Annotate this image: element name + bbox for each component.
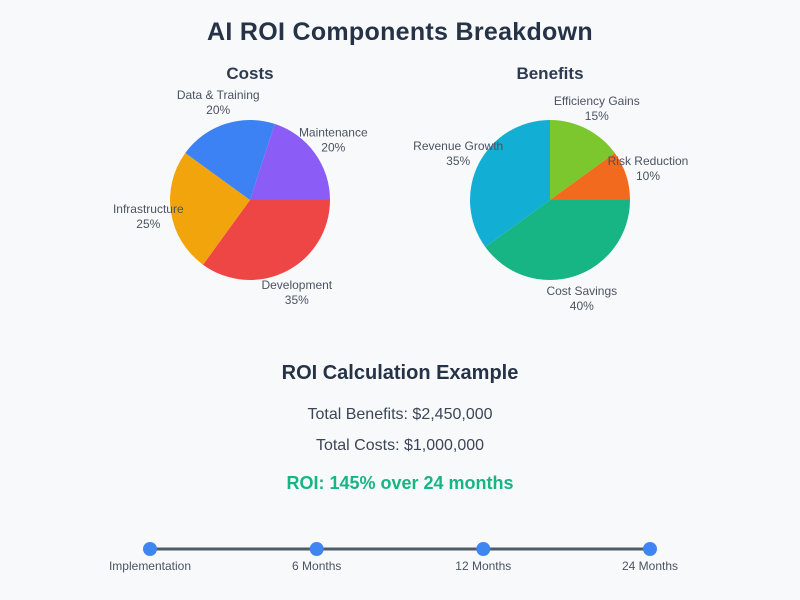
- pie-value-efficiency-gains: 15%: [585, 109, 609, 123]
- pie-value-cost-savings: 40%: [570, 299, 594, 313]
- pie-label-revenue-growth: Revenue Growth: [413, 139, 503, 153]
- timeline-dot-12-months: [476, 542, 491, 556]
- pie-label-cost-savings: Cost Savings: [546, 284, 617, 298]
- benefits-pie-title: Benefits: [516, 64, 584, 83]
- pie-value-infrastructure: 25%: [136, 217, 160, 231]
- pie-value-risk-reduction: 10%: [636, 169, 660, 183]
- pie-slice-development: [202, 200, 330, 280]
- pie-label-maintenance: Maintenance: [299, 126, 368, 140]
- pie-slice-revenue-growth: [470, 120, 550, 248]
- pie-label-data-training: Data & Training: [177, 88, 260, 102]
- pie-slice-maintenance: [250, 123, 330, 200]
- pie-slice-data-training: [185, 120, 275, 200]
- pie-label-development: Development: [261, 278, 332, 292]
- pie-value-data-training: 20%: [206, 103, 230, 117]
- timeline-label-6-months: 6 Months: [292, 559, 341, 573]
- pie-value-development: 35%: [285, 293, 309, 307]
- total-benefits-text: Total Benefits: $2,450,000: [307, 406, 493, 423]
- page-title: AI ROI Components Breakdown: [207, 18, 593, 46]
- total-costs-text: Total Costs: $1,000,000: [315, 437, 485, 454]
- pie-label-risk-reduction: Risk Reduction: [608, 154, 689, 168]
- pie-value-maintenance: 20%: [321, 141, 345, 155]
- pie-label-infrastructure: Infrastructure: [113, 202, 184, 216]
- pie-slice-risk-reduction: [550, 152, 630, 200]
- timeline-label-12-months: 12 Months: [455, 559, 511, 573]
- timeline-dot-6-months: [309, 542, 324, 556]
- pie-slice-cost-savings: [485, 200, 630, 280]
- timeline-label-24-months: 24 Months: [622, 559, 678, 573]
- pie-slice-infrastructure: [170, 152, 250, 265]
- timeline-dot-24-months: [643, 542, 657, 556]
- pie-value-revenue-growth: 35%: [446, 154, 470, 168]
- roi-example-heading: ROI Calculation Example: [281, 362, 519, 384]
- roi-result-text: ROI: 145% over 24 months: [286, 473, 514, 493]
- pie-slice-efficiency-gains: [550, 120, 615, 200]
- timeline-chart: Implementation 6 Months 12 Months 24 Months: [109, 542, 678, 573]
- pie-label-efficiency-gains: Efficiency Gains: [554, 94, 640, 108]
- timeline-label-implementation: Implementation: [109, 559, 191, 573]
- timeline-dot-implementation: [143, 542, 157, 556]
- costs-pie-title: Costs: [226, 64, 274, 83]
